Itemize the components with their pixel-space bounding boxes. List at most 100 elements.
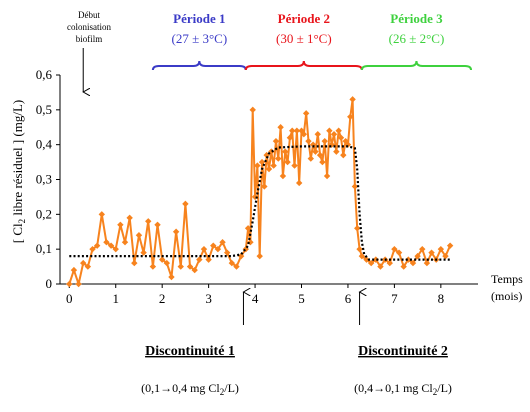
discontinuity-2-title: Discontinuité 2 [358,344,448,359]
biofilm-note: Début colonisation biofilm [67,10,111,92]
plot-area [66,96,454,288]
period-2-range: (30 ± 1°C) [276,31,332,46]
data-point [446,242,454,249]
data-point [405,256,412,263]
period-3-bracket [360,60,473,71]
data-point [182,200,189,208]
data-point [386,259,393,267]
data-point [356,245,363,253]
data-point [395,249,403,256]
data-point [254,162,261,169]
data-point [340,151,347,159]
period-1-bracket [151,60,247,71]
data-point [275,155,282,162]
data-point [358,252,366,260]
data-point [367,259,375,267]
data-point [295,179,303,187]
x-axis-label-line2: (mois) [491,289,522,303]
data-point [326,127,333,134]
data-point [316,151,324,159]
data-point [330,131,338,138]
y-tick-label: 0,5 [36,102,52,117]
data-point [131,259,138,267]
data-point [289,127,296,134]
data-point [163,259,171,267]
data-point [112,245,119,253]
data-point [293,127,301,134]
x-tick-label: 2 [159,291,166,306]
data-point [286,134,294,141]
data-point [103,239,110,246]
data-point [196,256,203,263]
y-tick-label: 0,2 [36,206,52,221]
data-point [172,228,180,235]
data-point [377,263,384,270]
data-point [351,183,359,190]
data-point [121,239,129,246]
data-point [270,162,277,169]
data-point [224,249,231,256]
data-point [126,214,133,222]
period-3-range: (26 ± 2°C) [389,31,445,46]
discontinuity-2-note: (0,4→0,1 mg Cl2/L) [354,381,452,397]
data-point [354,225,361,232]
data-point [279,172,287,180]
data-point [428,249,435,256]
data-point [210,242,217,249]
data-point [333,148,340,155]
x-tick-label: 6 [345,291,352,306]
data-point [93,242,101,249]
data-point [228,259,236,267]
biofilm-note-line2: colonisation [67,22,111,32]
data-point [89,245,96,253]
data-point [349,96,356,103]
data-point [391,245,398,253]
data-point [200,245,208,253]
axes: 0 0,1 0,2 0,3 0,4 0,5 0,6 0 1 2 3 4 5 6 7 8 [36,67,478,306]
data-point [419,245,426,253]
data-point [191,266,198,274]
data-point [409,259,417,267]
data-point [168,273,175,281]
period-1-label: Période 1 [173,11,225,26]
data-point [80,259,87,267]
data-point [309,141,317,148]
biofilm-note-line1: Début [78,10,100,20]
y-tick-label: 0,6 [36,67,53,82]
data-point [145,218,152,225]
x-tick-label: 0 [66,291,73,306]
data-point [70,266,78,274]
biofilm-note-line3: biofilm [76,34,103,44]
data-point [414,252,421,260]
discontinuity-1-title: Discontinuité 1 [145,344,235,359]
data-point [186,263,194,270]
data-point [321,137,328,145]
data-point [437,245,445,253]
period-2-bracket [244,60,363,71]
data-point [423,259,431,267]
data-point [323,172,331,180]
periods: Période 1 (27 ± 3°C) Période 2 (30 ± 1°C) Pé… [151,11,473,71]
data-point [335,127,342,134]
data-point [263,151,270,159]
data-point [305,137,312,145]
data-point [272,137,280,145]
data-point [158,256,166,263]
data-point [154,221,161,228]
x-tick-label: 7 [391,291,398,306]
data-point [300,131,308,138]
data-point [307,155,314,162]
period-2-label: Période 2 [278,11,330,26]
data-point [249,106,256,114]
data-point [75,280,82,288]
data-point [219,239,226,246]
data-point [302,110,310,117]
data-point [400,263,407,270]
data-point [282,148,289,155]
data-point [265,165,273,173]
x-tick-label: 1 [112,291,119,306]
x-tick-label: 8 [438,291,445,306]
y-axis-label-sub: 2 [17,219,27,224]
data-point [107,242,115,249]
discontinuity-1-note: (0,1→0,4 mg Cl2/L) [141,381,239,397]
